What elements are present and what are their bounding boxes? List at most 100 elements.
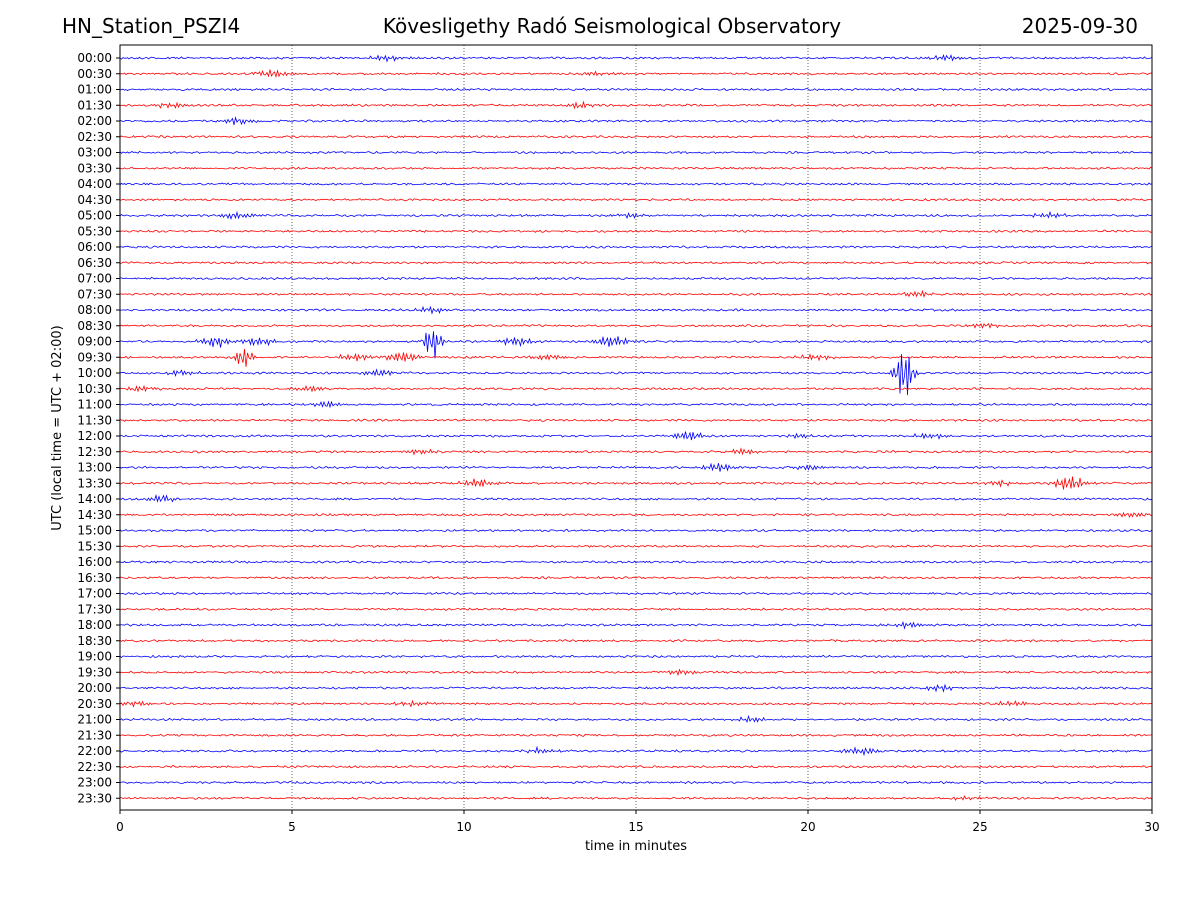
trace-line [119, 261, 1153, 265]
y-tick-label: 10:30 [77, 382, 112, 396]
trace-line [119, 431, 1153, 441]
y-tick-label: 18:30 [77, 634, 112, 648]
trace-line [120, 795, 1153, 801]
trace-line [119, 621, 1152, 630]
trace-line [119, 733, 1153, 737]
y-tick-label: 14:00 [77, 492, 112, 506]
trace-line [119, 150, 1153, 155]
x-tick-label: 5 [288, 820, 296, 834]
trace-line [119, 69, 1153, 79]
trace-line [119, 348, 1152, 367]
trace-line [119, 699, 1153, 708]
trace-line [119, 462, 1152, 472]
y-tick-label: 16:30 [77, 571, 112, 585]
trace-line [119, 576, 1153, 580]
grid-lines [291, 45, 981, 810]
y-tick-label: 09:00 [77, 335, 112, 349]
y-tick-label: 03:00 [77, 146, 112, 160]
x-tick-label: 15 [628, 820, 643, 834]
trace-line [119, 210, 1153, 221]
trace-line [119, 116, 1153, 126]
y-tick-label: 01:00 [77, 83, 112, 97]
y-tick-label: 13:00 [77, 461, 112, 475]
trace-line [119, 654, 1153, 659]
trace-line [119, 683, 1153, 693]
y-tick-label: 16:00 [77, 555, 112, 569]
y-tick-label: 17:30 [77, 602, 112, 616]
y-tick-label: 20:30 [77, 697, 112, 711]
trace-line [119, 166, 1153, 170]
station-label: HN_Station_PSZI4 [62, 14, 241, 38]
y-tick-label: 00:30 [77, 67, 112, 81]
trace-line [119, 135, 1153, 139]
y-tick-label: 12:30 [77, 445, 112, 459]
trace-line [119, 494, 1153, 503]
y-tick-label: 00:00 [77, 51, 112, 65]
y-tick-label: 15:00 [77, 524, 112, 538]
x-tick-label: 25 [972, 820, 987, 834]
y-tick-label: 12:00 [77, 429, 112, 443]
y-tick-label: 05:00 [77, 209, 112, 223]
trace-line [119, 198, 1153, 202]
y-tick-label: 08:30 [77, 319, 112, 333]
y-tick-label: 01:30 [77, 98, 112, 112]
trace-line [119, 476, 1153, 490]
y-tick-label: 22:00 [77, 744, 112, 758]
trace-line [119, 53, 1153, 63]
trace-line [119, 245, 1153, 249]
date-label: 2025-09-30 [1021, 14, 1138, 38]
y-tick-label: 17:00 [77, 587, 112, 601]
y-tick-label: 19:30 [77, 665, 112, 679]
y-tick-label: 10:00 [77, 366, 112, 380]
y-tick-label: 02:30 [77, 130, 112, 144]
trace-line [119, 384, 1153, 393]
y-tick-label: 23:00 [77, 776, 112, 790]
x-tick-label: 10 [456, 820, 471, 834]
y-tick-label: 11:30 [77, 413, 112, 427]
trace-line [119, 714, 1153, 723]
trace-line [119, 354, 1153, 396]
trace-line [119, 544, 1153, 548]
x-tick-label: 20 [800, 820, 815, 834]
y-tick-label: 06:30 [77, 256, 112, 270]
trace-line [119, 182, 1153, 186]
y-tick-label: 13:30 [77, 476, 112, 490]
trace-line [119, 528, 1153, 533]
y-tick-label: 07:00 [77, 272, 112, 286]
traces [119, 53, 1153, 801]
trace-line [119, 100, 1153, 110]
y-tick-label: 20:00 [77, 681, 112, 695]
y-tick-label: 21:30 [77, 728, 112, 742]
trace-line [119, 591, 1153, 596]
trace-line [119, 765, 1153, 769]
trace-line [120, 560, 1153, 564]
y-tick-label: 11:00 [77, 398, 112, 412]
x-tick-label: 0 [116, 820, 124, 834]
y-tick-label: 03:30 [77, 161, 112, 175]
trace-line [119, 668, 1153, 677]
y-tick-label: 14:30 [77, 508, 112, 522]
y-tick-label: 22:30 [77, 760, 112, 774]
y-tick-label: 04:30 [77, 193, 112, 207]
trace-line [119, 511, 1153, 518]
trace-line [119, 400, 1153, 409]
trace-line [119, 607, 1153, 611]
y-tick-label: 04:00 [77, 177, 112, 191]
trace-line [119, 780, 1153, 785]
trace-line [119, 289, 1153, 298]
y-tick-label: 19:00 [77, 650, 112, 664]
y-tick-label: 08:00 [77, 303, 112, 317]
x-axis-label: time in minutes [585, 839, 687, 854]
trace-line [119, 305, 1153, 315]
y-tick-label: 07:30 [77, 287, 112, 301]
x-axis-ticks: 0 5 10 15 20 25 30 [116, 810, 1160, 834]
y-tick-label: 18:00 [77, 618, 112, 632]
trace-line [119, 447, 1153, 456]
y-tick-label: 15:30 [77, 539, 112, 553]
trace-line [119, 331, 1153, 359]
trace-line [119, 87, 1153, 92]
trace-line [119, 639, 1153, 643]
trace-line [119, 276, 1152, 281]
